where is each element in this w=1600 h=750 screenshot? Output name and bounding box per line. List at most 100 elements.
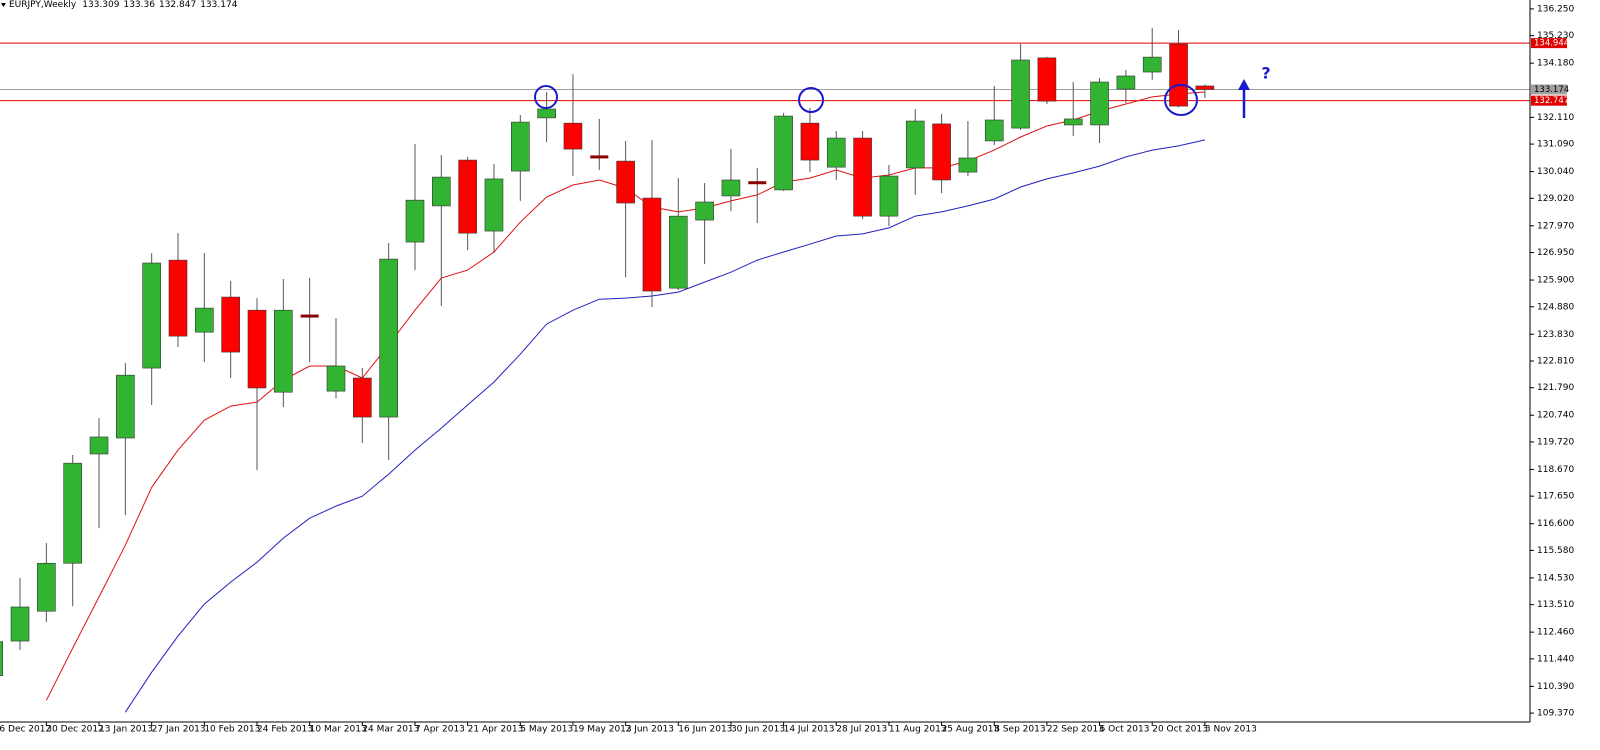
y-tick-label: 122.810 xyxy=(1537,357,1574,367)
candle-body xyxy=(458,159,477,234)
candle-body xyxy=(905,120,925,169)
price-label: 132.747 xyxy=(1534,96,1569,106)
x-tick-label: 3 Nov 2013 xyxy=(1205,725,1257,735)
candle-body xyxy=(353,377,372,418)
circle-marker xyxy=(534,85,558,109)
header-text: EURJPY,Weekly 133.309 133.36 132.847 133.174 xyxy=(9,0,238,10)
x-tick-label: 30 Dec 2012 xyxy=(46,725,104,735)
y-tick-label: 130.040 xyxy=(1537,167,1574,177)
y-tick-label: 113.510 xyxy=(1537,600,1574,610)
candle-body xyxy=(379,258,398,418)
x-tick-label: 7 Apr 2013 xyxy=(415,725,465,735)
header: EURJPY,Weekly 133.309 133.36 132.847 133.174 xyxy=(1,0,238,10)
x-tick-label: 10 Feb 2013 xyxy=(204,725,260,735)
candle-body xyxy=(510,121,530,172)
y-tick-label: 131.090 xyxy=(1537,140,1574,150)
x-tick-label: 5 May 2013 xyxy=(520,725,573,735)
candle-body xyxy=(826,137,846,168)
x-tick-label: 14 Jul 2013 xyxy=(784,725,835,735)
y-tick-label: 111.440 xyxy=(1537,654,1574,664)
candle-body xyxy=(247,309,267,389)
candle-body xyxy=(1169,43,1188,107)
candle-body xyxy=(37,562,56,612)
candle-body xyxy=(300,314,319,318)
y-tick-label: 119.720 xyxy=(1537,437,1574,447)
price-label-box xyxy=(1531,84,1567,95)
candle-body xyxy=(590,155,609,159)
y-tick-label: 132.110 xyxy=(1537,113,1574,123)
axes: 136.250 135.230 134.180 132.110 131.090 130.0… xyxy=(0,0,1574,735)
candle-body xyxy=(1090,81,1109,126)
x-tick-label: 16 Jun 2013 xyxy=(678,725,732,735)
candle-body xyxy=(484,178,504,232)
header-open: 133.309 xyxy=(82,0,119,10)
candle-body xyxy=(668,215,688,289)
candle-body xyxy=(432,176,451,207)
x-tick-label: 2 Jun 2013 xyxy=(626,725,674,735)
annotation: ? xyxy=(1261,64,1270,83)
circle-marker xyxy=(1164,84,1198,116)
y-tick-label: 125.900 xyxy=(1537,276,1574,286)
y-tick-label: 109.370 xyxy=(1537,709,1574,719)
candle-body xyxy=(1142,56,1162,73)
y-tick-label: 134.180 xyxy=(1537,59,1574,69)
candle-body xyxy=(774,115,793,191)
candle-body xyxy=(853,137,872,217)
price-label-box xyxy=(1531,38,1567,49)
candle-body xyxy=(195,307,214,333)
y-tick-label: 110.390 xyxy=(1537,682,1574,692)
x-tick-label: 8 Sep 2013 xyxy=(994,725,1045,735)
candle-body xyxy=(721,179,741,197)
candle-body xyxy=(616,160,635,204)
candle-body xyxy=(326,365,346,392)
candle-body xyxy=(958,157,978,173)
x-tick-label: 22 Sep 2013 xyxy=(1047,725,1104,735)
x-tick-label: 6 Oct 2013 xyxy=(1100,725,1150,735)
x-tick-label: 10 Mar 2013 xyxy=(310,725,367,735)
candle-body xyxy=(537,108,556,119)
header-low: 132.847 xyxy=(159,0,196,10)
candle-body xyxy=(1011,59,1030,129)
candle-body xyxy=(563,122,583,150)
x-tick-label: 13 Jan 2013 xyxy=(99,725,153,735)
price-label-box xyxy=(1531,95,1567,106)
x-tick-label: 24 Mar 2013 xyxy=(362,725,419,735)
y-tick-label: 127.970 xyxy=(1537,221,1574,231)
y-tick-label: 118.670 xyxy=(1537,465,1574,475)
x-tick-label: 27 Jan 2013 xyxy=(152,725,206,735)
candle-body xyxy=(221,296,240,353)
chart-title: EURJPY,Weekly xyxy=(9,0,77,10)
candle-body xyxy=(1116,75,1136,90)
header-high: 133.36 xyxy=(123,0,155,10)
candle-body xyxy=(142,262,161,369)
candle-body xyxy=(405,199,425,243)
candle-body xyxy=(168,259,188,337)
x-tick-label: 24 Feb 2013 xyxy=(257,725,313,735)
y-tick-label: 126.950 xyxy=(1537,248,1574,258)
price-label: 133.174 xyxy=(1534,85,1569,95)
y-tick-label: 112.460 xyxy=(1537,628,1574,638)
candle-body xyxy=(932,123,951,181)
y-tick-label: 114.530 xyxy=(1537,573,1574,583)
y-tick-label: 115.580 xyxy=(1537,546,1574,556)
x-tick-label: 20 Oct 2013 xyxy=(1152,725,1208,735)
x-tick-label: 30 Jun 2013 xyxy=(731,725,785,735)
moving-average xyxy=(124,139,1206,713)
y-tick-label: 116.600 xyxy=(1537,519,1574,529)
candle-body xyxy=(89,436,109,455)
price-label: 134.944 xyxy=(1534,39,1569,49)
y-tick-label: 135.230 xyxy=(1537,31,1574,41)
candle-body xyxy=(1195,85,1215,90)
candle-body xyxy=(642,197,662,292)
y-tick-label: 120.740 xyxy=(1537,411,1574,421)
candle-body xyxy=(695,201,714,221)
circle-marker xyxy=(798,87,824,113)
header-icon xyxy=(1,3,6,7)
candle-body xyxy=(274,309,293,393)
candle-body xyxy=(879,175,899,217)
candle-body xyxy=(116,374,135,439)
candle-body xyxy=(63,462,82,564)
y-tick-label: 117.650 xyxy=(1537,492,1574,502)
